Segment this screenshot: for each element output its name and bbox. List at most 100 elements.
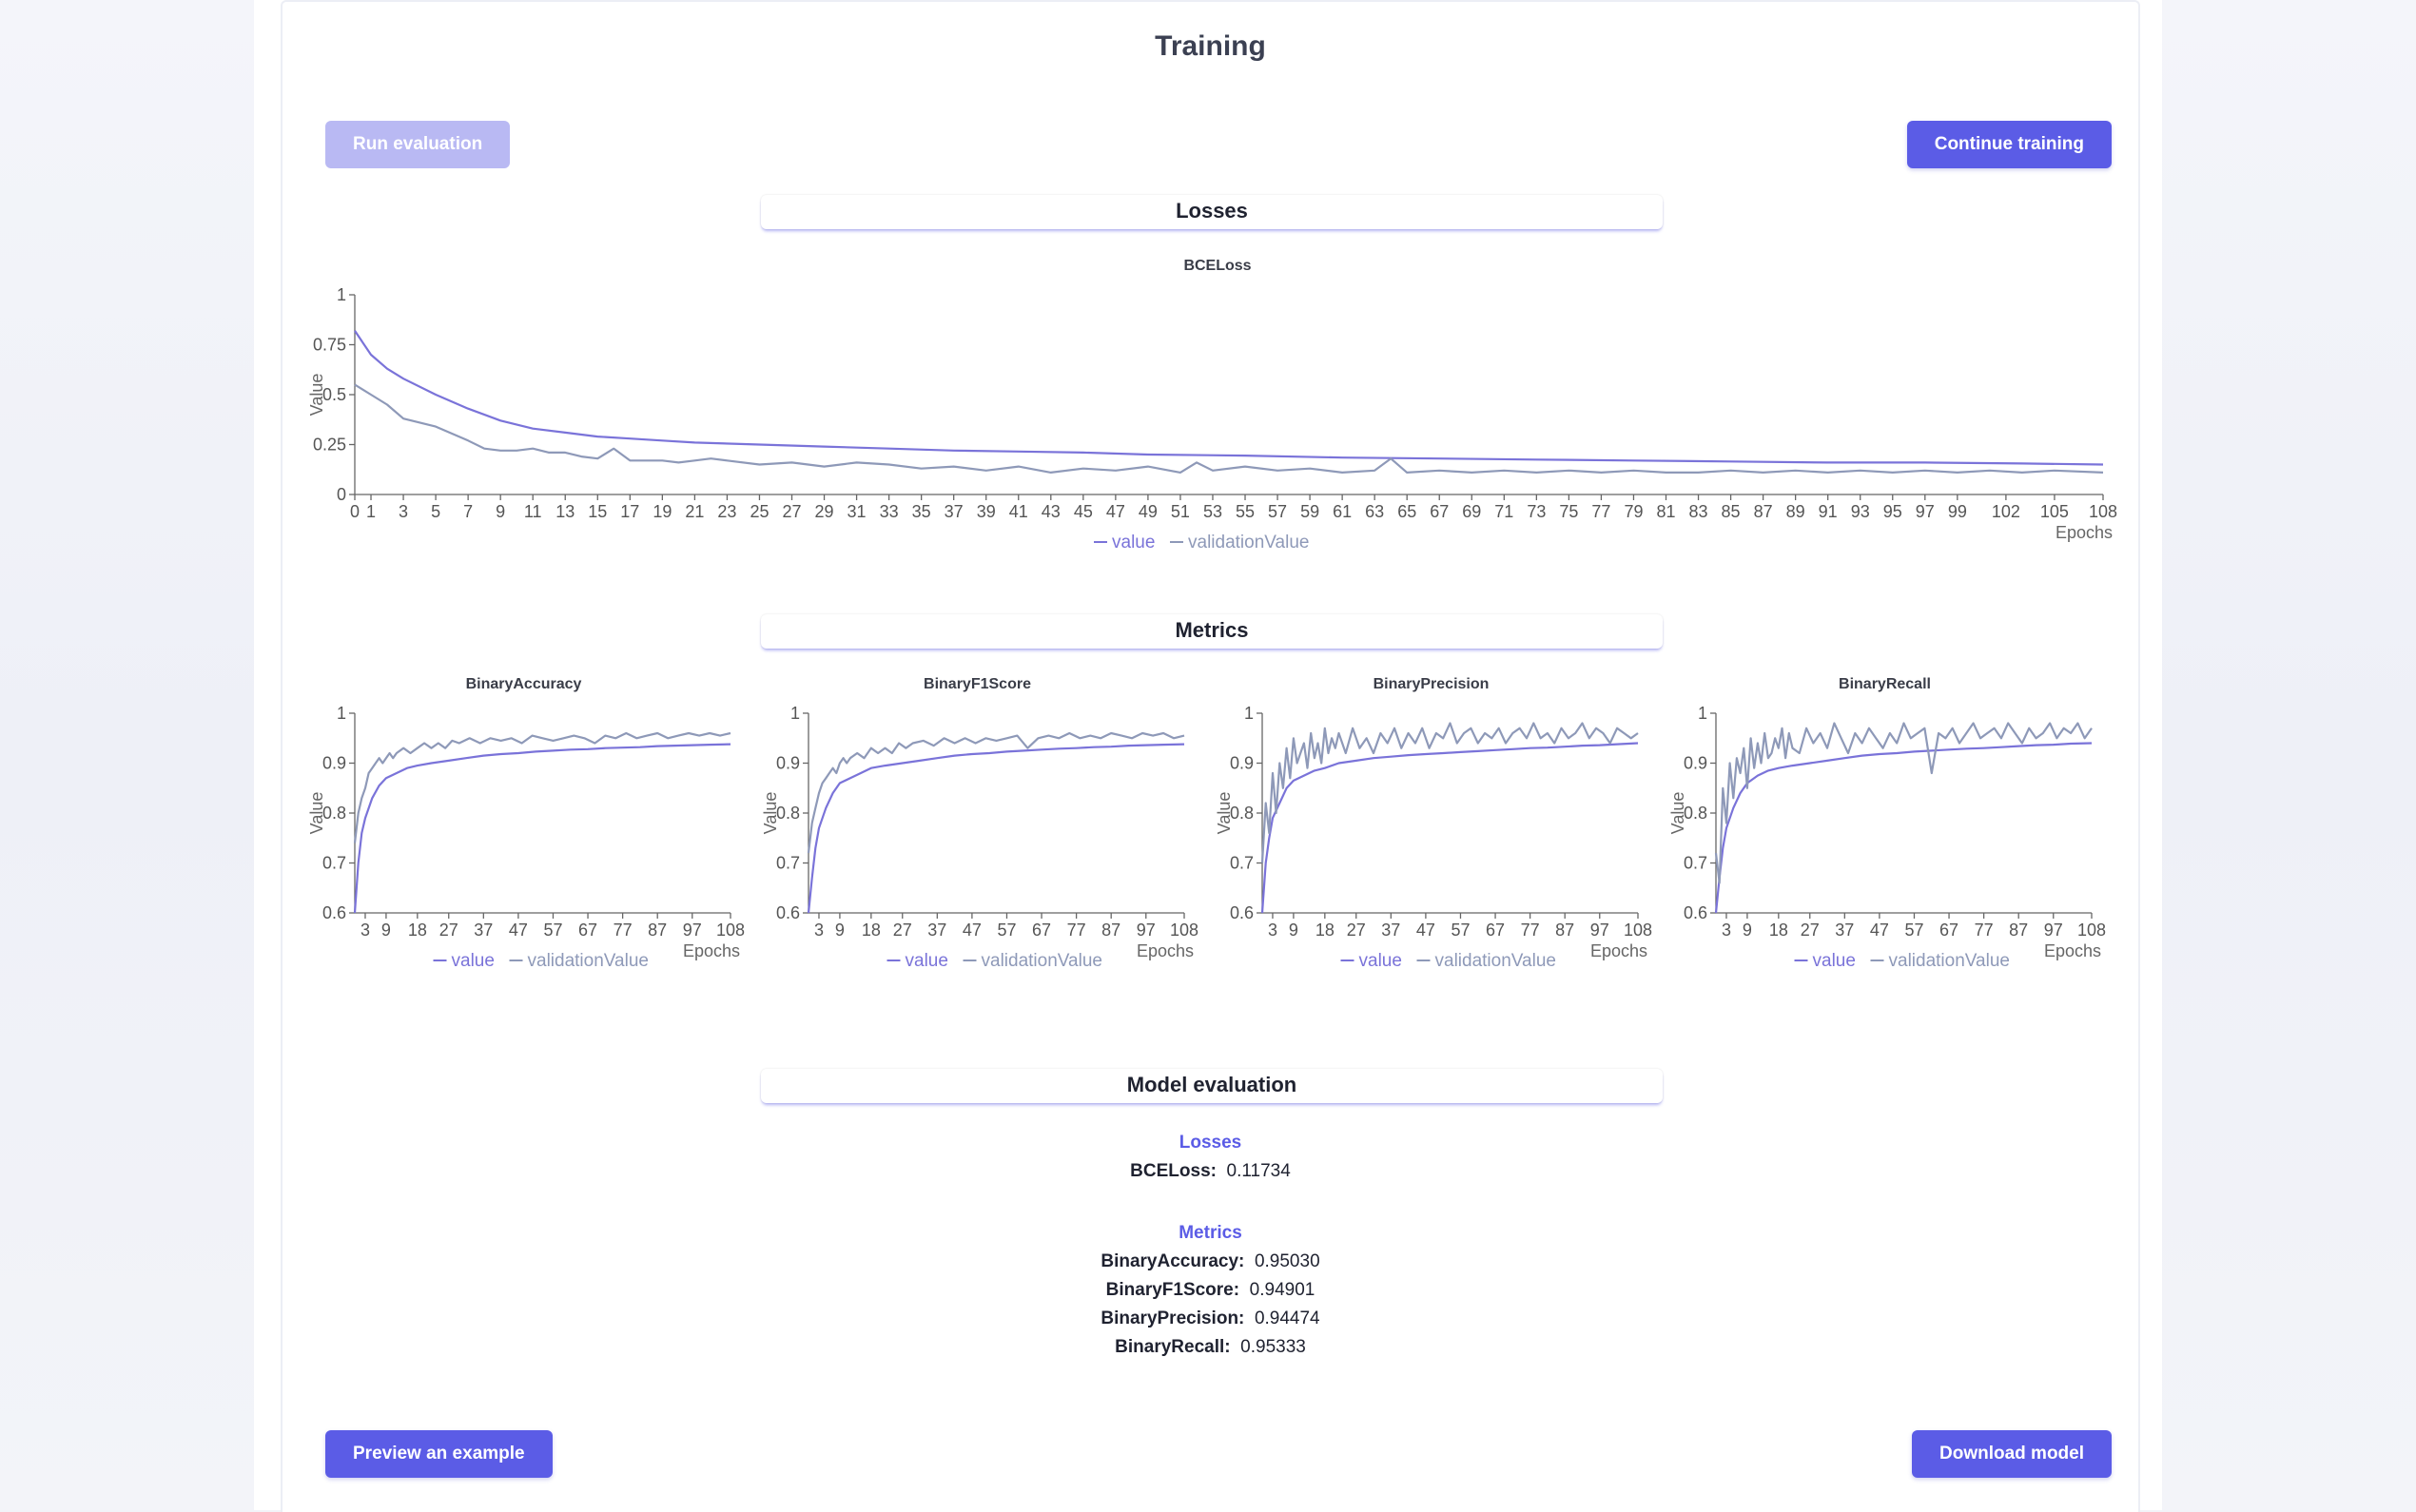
bceloss-x-tick-label: 67 — [1430, 502, 1449, 521]
binaryf1score-x-tick-label: 108 — [1170, 921, 1198, 940]
binaryf1score-y-tick-label: 0.9 — [776, 754, 800, 773]
binaryaccuracy-y-tick-label: 0.8 — [322, 804, 346, 823]
bceloss-x-tick-label: 69 — [1462, 502, 1481, 521]
binaryaccuracy-legend-label-validationvalue: validationValue — [528, 951, 649, 971]
metric-name: BinaryF1Score: — [1105, 1280, 1240, 1300]
binaryprecision-y-tick-label: 0.6 — [1230, 903, 1254, 922]
binaryprecision-x-tick-label: 67 — [1486, 921, 1505, 940]
evaluation-loss-row: BCELoss: 0.11734 — [283, 1161, 2138, 1182]
binaryrecall-series-validationvalue — [1714, 722, 2093, 884]
training-card: Training Run evaluation Continue trainin… — [281, 0, 2140, 1512]
binaryrecall-x-tick-label: 97 — [2044, 921, 2063, 940]
binaryrecall-x-tick-label: 108 — [2077, 921, 2106, 940]
binaryf1score-y-tick-label: 1 — [790, 704, 800, 723]
binary-f1score-chart-svg: BinaryF1Score Value 0.6 0.7 0.8 0.9 1 3 9 18 27 37 4… — [763, 676, 1198, 971]
binaryrecall-y-tick-label: 0.9 — [1684, 754, 1707, 773]
binaryrecall-x-tick-label: 57 — [1904, 921, 1923, 940]
binaryrecall-x-tick-label: 67 — [1939, 921, 1958, 940]
binaryf1score-x-tick-label: 9 — [835, 921, 845, 940]
binaryf1score-y-tick-label: 0.6 — [776, 903, 800, 922]
metric-value: 0.94474 — [1254, 1308, 1320, 1328]
bceloss-x-tick-label: 0 — [350, 502, 360, 521]
background-right — [2162, 0, 2416, 1510]
binaryaccuracy-x-tick-label: 97 — [683, 921, 702, 940]
binaryrecall-y-tick-label: 0.6 — [1684, 903, 1707, 922]
bceloss-x-tick-label: 1 — [366, 502, 376, 521]
background-left — [0, 0, 254, 1510]
binaryf1score-x-tick-label: 87 — [1101, 921, 1120, 940]
binaryaccuracy-x-tick-label: 47 — [509, 921, 528, 940]
metric-value: 0.95333 — [1240, 1337, 1306, 1357]
bceloss-y-axis-label: Value — [309, 374, 326, 417]
preview-example-button[interactable]: Preview an example — [325, 1430, 553, 1478]
metric-name: BinaryRecall: — [1115, 1337, 1231, 1357]
bceloss-legend-label-value: value — [1112, 533, 1155, 552]
model-evaluation-section-header: Model evaluation — [761, 1069, 1663, 1103]
binaryaccuracy-y-tick-label: 0.6 — [322, 903, 346, 922]
binaryprecision-x-tick-label: 18 — [1315, 921, 1335, 940]
bceloss-x-tick-label: 13 — [555, 502, 575, 521]
bceloss-y-tick-label: 0.5 — [322, 385, 346, 404]
binary-f1score-chart: BinaryF1Score Value 0.6 0.7 0.8 0.9 1 3 9 18 27 37 4… — [763, 669, 1210, 983]
bceloss-x-tick-label: 29 — [815, 502, 834, 521]
binaryaccuracy-chart-title: BinaryAccuracy — [466, 676, 582, 692]
binaryf1score-legend-label-validationvalue: validationValue — [982, 951, 1102, 971]
binaryprecision-x-tick-label: 3 — [1268, 921, 1277, 940]
bceloss-x-tick-label: 15 — [588, 502, 607, 521]
bceloss-x-tick-label: 21 — [685, 502, 704, 521]
bceloss-x-tick-label: 73 — [1527, 502, 1546, 521]
binaryaccuracy-legend-label-value: value — [452, 951, 495, 971]
bceloss-chart: BCELoss Value 0 0.25 0.5 0.75 1 0 1 3 5 7 9 11 13 15 17 1… — [309, 251, 2126, 565]
bceloss-x-tick-label: 55 — [1236, 502, 1255, 521]
binaryaccuracy-y-tick-label: 1 — [337, 704, 346, 723]
evaluation-metric-row: BinaryF1Score: 0.94901 — [283, 1280, 2138, 1301]
bceloss-x-tick-label: 85 — [1722, 502, 1741, 521]
bceloss-x-tick-label: 63 — [1365, 502, 1384, 521]
binaryprecision-x-tick-label: 27 — [1347, 921, 1366, 940]
binaryf1score-x-tick-label: 47 — [963, 921, 982, 940]
binaryrecall-x-tick-label: 87 — [2009, 921, 2028, 940]
page-title: Training — [1155, 30, 1266, 62]
bceloss-x-tick-label: 102 — [1992, 502, 2020, 521]
bceloss-x-tick-label: 75 — [1559, 502, 1578, 521]
run-evaluation-button[interactable]: Run evaluation — [325, 121, 511, 168]
binaryf1score-y-axis-label: Value — [763, 792, 780, 835]
binaryf1score-x-tick-label: 57 — [997, 921, 1016, 940]
bceloss-x-tick-label: 49 — [1139, 502, 1158, 521]
binaryaccuracy-x-tick-label: 37 — [474, 921, 493, 940]
binaryrecall-y-tick-label: 0.8 — [1684, 804, 1707, 823]
bceloss-x-tick-label: 97 — [1916, 502, 1935, 521]
bceloss-x-axis-label: Epochs — [2056, 523, 2113, 542]
binaryaccuracy-series-validationvalue — [353, 731, 731, 843]
evaluation-metrics-heading: Metrics — [1179, 1223, 1242, 1243]
binaryf1score-x-tick-label: 67 — [1032, 921, 1051, 940]
binaryrecall-chart-title: BinaryRecall — [1839, 676, 1931, 692]
bceloss-x-tick-label: 108 — [2089, 502, 2117, 521]
bceloss-x-tick-label: 71 — [1494, 502, 1513, 521]
metrics-section-header: Metrics — [761, 614, 1663, 649]
bceloss-x-tick-label: 89 — [1786, 502, 1805, 521]
metric-name: BinaryPrecision: — [1101, 1308, 1245, 1328]
binaryf1score-x-tick-label: 3 — [814, 921, 824, 940]
binaryf1score-x-tick-label: 18 — [862, 921, 881, 940]
binaryprecision-series-value — [1260, 742, 1639, 914]
binaryf1score-x-tick-label: 97 — [1137, 921, 1156, 940]
binaryf1score-series-value — [807, 743, 1185, 914]
evaluation-losses-heading: Losses — [1179, 1133, 1242, 1153]
bceloss-x-tick-label: 27 — [782, 502, 801, 521]
bceloss-x-tick-label: 9 — [496, 502, 505, 521]
binaryrecall-x-tick-label: 37 — [1835, 921, 1854, 940]
bceloss-x-tick-label: 19 — [653, 502, 672, 521]
binaryf1score-x-axis-label: Epochs — [1137, 941, 1194, 960]
binaryrecall-x-tick-label: 27 — [1801, 921, 1820, 940]
bceloss-y-tick-label: 0 — [337, 485, 346, 504]
binaryaccuracy-x-tick-label: 67 — [578, 921, 597, 940]
download-model-button[interactable]: Download model — [1912, 1430, 2112, 1478]
bceloss-x-tick-label: 93 — [1851, 502, 1870, 521]
binary-precision-chart: BinaryPrecision Value 0.6 0.7 0.8 0.9 1 3 9 18 27 3… — [1217, 669, 1664, 983]
binaryprecision-y-tick-label: 0.9 — [1230, 754, 1254, 773]
binary-recall-chart: BinaryRecall Value 0.6 0.7 0.8 0.9 1 3 9 18 27 37 47… — [1670, 669, 2117, 983]
continue-training-button[interactable]: Continue training — [1906, 121, 2112, 168]
bceloss-x-tick-label: 23 — [717, 502, 736, 521]
